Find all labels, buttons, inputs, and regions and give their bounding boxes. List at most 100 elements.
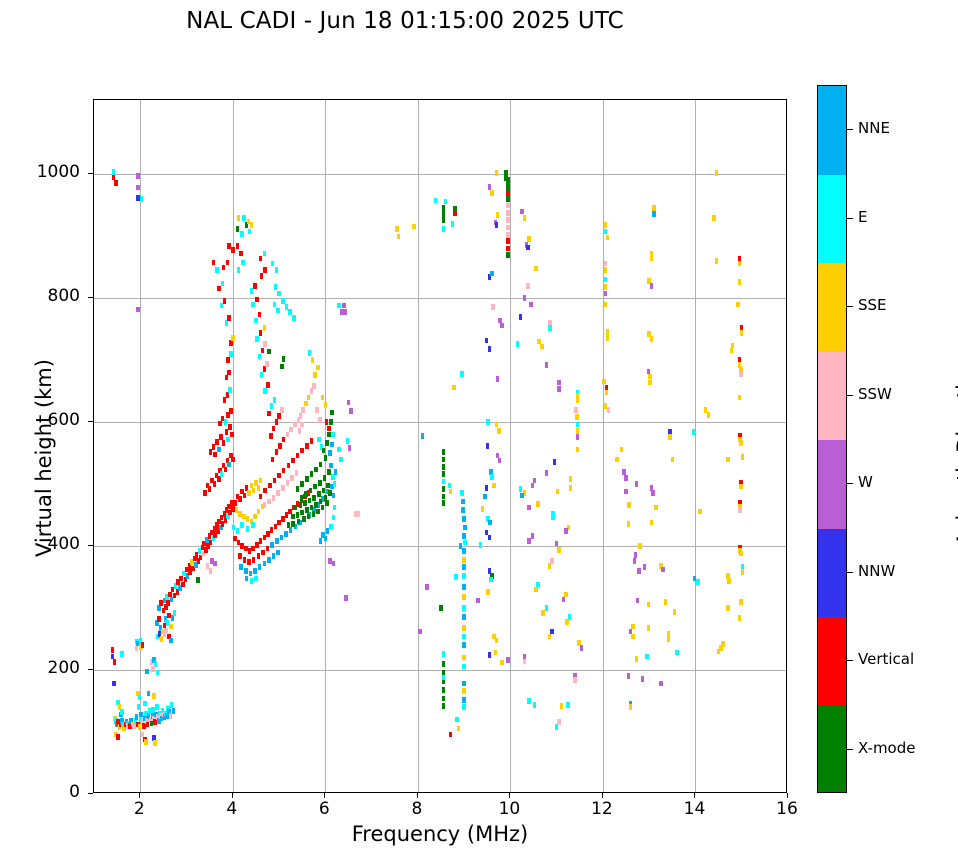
echo-marker-w bbox=[210, 558, 214, 564]
echo-marker-vertical bbox=[233, 535, 237, 542]
echo-marker-sse bbox=[452, 384, 456, 391]
echo-marker-sse bbox=[628, 704, 633, 711]
echo-marker-sse bbox=[260, 503, 265, 510]
echo-marker-sse bbox=[739, 367, 743, 373]
echo-marker-e bbox=[273, 284, 278, 290]
echo-marker-sse bbox=[412, 223, 416, 230]
echo-marker-sse bbox=[698, 508, 702, 515]
echo-marker-ssw bbox=[149, 659, 154, 665]
echo-marker-vertical bbox=[281, 436, 286, 443]
echo-marker-e bbox=[155, 704, 159, 711]
echo-marker-ssw bbox=[267, 498, 271, 505]
echo-marker-nne bbox=[462, 613, 466, 620]
echo-marker-e bbox=[226, 513, 230, 520]
echo-marker-e bbox=[251, 522, 255, 528]
echo-marker-ssw bbox=[290, 475, 294, 481]
echo-marker-ssw bbox=[152, 715, 156, 722]
echo-marker-sse bbox=[304, 400, 308, 407]
echo-marker-nnw bbox=[487, 534, 492, 541]
echo-marker-w bbox=[624, 488, 628, 495]
gridline-vertical bbox=[417, 100, 419, 792]
colorbar-segment-nne[interactable] bbox=[818, 86, 846, 176]
echo-marker-nne bbox=[483, 493, 487, 500]
azimuth-colorbar[interactable] bbox=[817, 85, 847, 793]
echo-marker-sse bbox=[254, 480, 258, 486]
y-tick bbox=[88, 173, 93, 175]
colorbar-tick bbox=[847, 571, 853, 573]
echo-marker-nne bbox=[120, 718, 124, 724]
echo-marker-w bbox=[554, 540, 559, 547]
y-tick-label: 800 bbox=[47, 286, 80, 307]
echo-marker-vertical bbox=[119, 721, 123, 728]
echo-marker-vertical bbox=[739, 325, 744, 331]
echo-marker-nnw bbox=[668, 429, 672, 435]
colorbar-segment-w[interactable] bbox=[818, 440, 846, 530]
echo-marker-w bbox=[651, 490, 655, 496]
echo-marker-sse bbox=[631, 623, 635, 630]
echo-marker-ssw bbox=[208, 568, 213, 574]
echo-marker-nne bbox=[146, 713, 151, 719]
echo-marker-x-mode bbox=[295, 486, 300, 492]
echo-marker-sse bbox=[190, 559, 194, 566]
colorbar-segment-e[interactable] bbox=[818, 174, 846, 264]
echo-marker-vertical bbox=[227, 369, 231, 376]
y-tick bbox=[88, 545, 93, 547]
echo-marker-e bbox=[603, 228, 607, 235]
echo-marker-e bbox=[527, 698, 531, 704]
echo-marker-vertical bbox=[218, 420, 222, 427]
echo-marker-sse bbox=[395, 226, 399, 232]
echo-marker-vertical bbox=[110, 647, 115, 654]
echo-marker-vertical bbox=[292, 504, 296, 511]
echo-marker-sse bbox=[537, 338, 541, 345]
echo-marker-vertical bbox=[269, 527, 274, 533]
echo-marker-sse bbox=[493, 649, 498, 656]
echo-marker-vertical bbox=[164, 604, 168, 610]
echo-marker-e bbox=[740, 564, 745, 570]
echo-marker-e bbox=[147, 708, 152, 714]
colorbar-segment-nnw[interactable] bbox=[818, 528, 846, 618]
echo-marker-ssw bbox=[738, 507, 742, 513]
echo-marker-vertical bbox=[737, 357, 742, 364]
echo-marker-sse bbox=[559, 703, 564, 709]
echo-marker-sse bbox=[649, 519, 654, 526]
echo-marker-w bbox=[506, 657, 510, 663]
colorbar-segment-vertical[interactable] bbox=[818, 617, 846, 707]
echo-marker-x-mode bbox=[318, 480, 322, 486]
echo-marker-vertical bbox=[236, 539, 241, 546]
echo-marker-vertical bbox=[202, 540, 206, 547]
echo-marker-w bbox=[659, 680, 663, 687]
echo-marker-vertical bbox=[235, 243, 240, 249]
echo-marker-sse bbox=[238, 511, 242, 517]
echo-marker-e bbox=[120, 651, 124, 657]
echo-marker-e bbox=[276, 307, 280, 314]
echo-marker-vertical bbox=[228, 509, 232, 516]
colorbar-segment-sse[interactable] bbox=[818, 263, 846, 353]
x-tick bbox=[509, 793, 511, 798]
colorbar-segment-x-mode[interactable] bbox=[818, 705, 846, 792]
echo-marker-sse bbox=[536, 501, 540, 507]
echo-marker-x-mode bbox=[306, 513, 311, 520]
echo-marker-e bbox=[211, 535, 216, 542]
echo-marker-vertical bbox=[230, 431, 234, 438]
y-tick-label: 400 bbox=[47, 534, 80, 555]
echo-marker-e bbox=[478, 542, 483, 548]
colorbar-segment-ssw[interactable] bbox=[818, 351, 846, 441]
echo-marker-nne bbox=[162, 714, 167, 720]
echo-marker-e bbox=[462, 663, 466, 670]
echo-marker-ssw bbox=[573, 677, 577, 683]
echo-marker-e bbox=[462, 704, 466, 711]
echo-marker-sse bbox=[647, 331, 651, 337]
x-tick-label: 2 bbox=[133, 799, 145, 819]
echo-marker-x-mode bbox=[304, 491, 308, 497]
echo-marker-x-mode bbox=[441, 464, 446, 470]
echo-marker-e bbox=[515, 341, 520, 347]
echo-marker-w bbox=[633, 552, 638, 558]
echo-marker-e bbox=[332, 504, 337, 511]
echo-marker-e bbox=[165, 594, 169, 600]
echo-marker-sse bbox=[663, 599, 668, 605]
echo-marker-vertical bbox=[233, 499, 237, 506]
echo-marker-sse bbox=[169, 623, 173, 630]
echo-marker-vertical bbox=[217, 518, 221, 525]
echo-marker-vertical bbox=[277, 472, 281, 479]
echo-marker-e bbox=[251, 301, 255, 308]
